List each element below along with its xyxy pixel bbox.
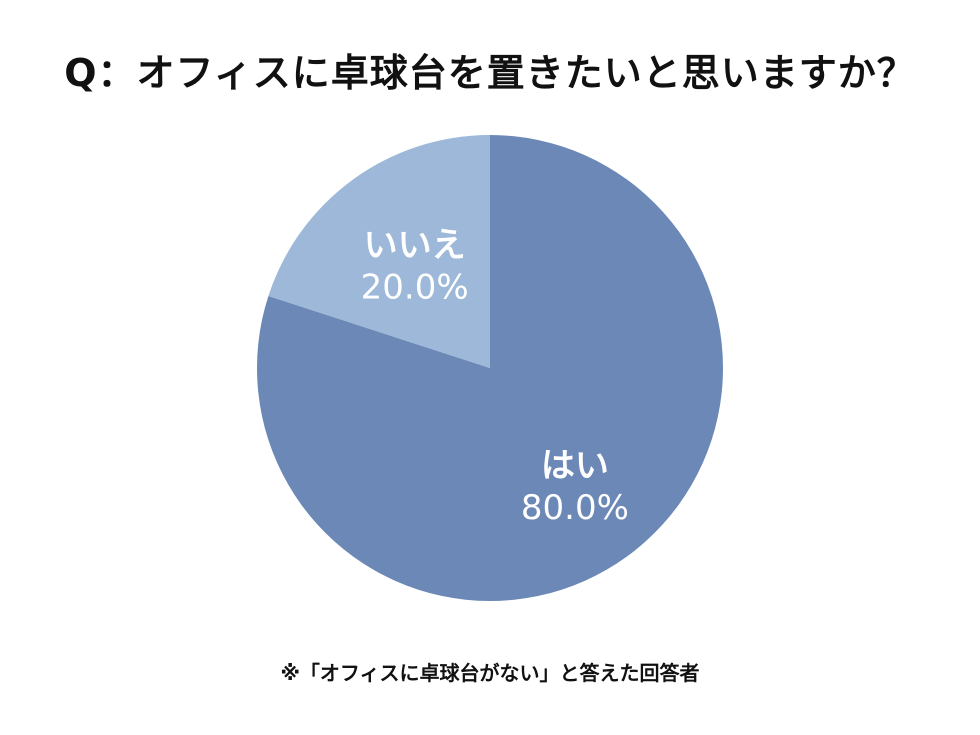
pie-slices: [257, 135, 723, 601]
slice-label-0: はい: [541, 446, 609, 486]
slice-value-label-1: 20.0%: [361, 267, 469, 307]
slice-label-1: いいえ: [364, 225, 466, 265]
footnote: ※「オフィスに卓球台がない」と答えた回答者: [280, 661, 700, 685]
slice-value-label-0: 80.0%: [521, 488, 629, 528]
pie-slice-1: [268, 135, 490, 368]
chart-title: Q：オフィスに卓球台を置きたいと思いますか？: [64, 51, 916, 95]
